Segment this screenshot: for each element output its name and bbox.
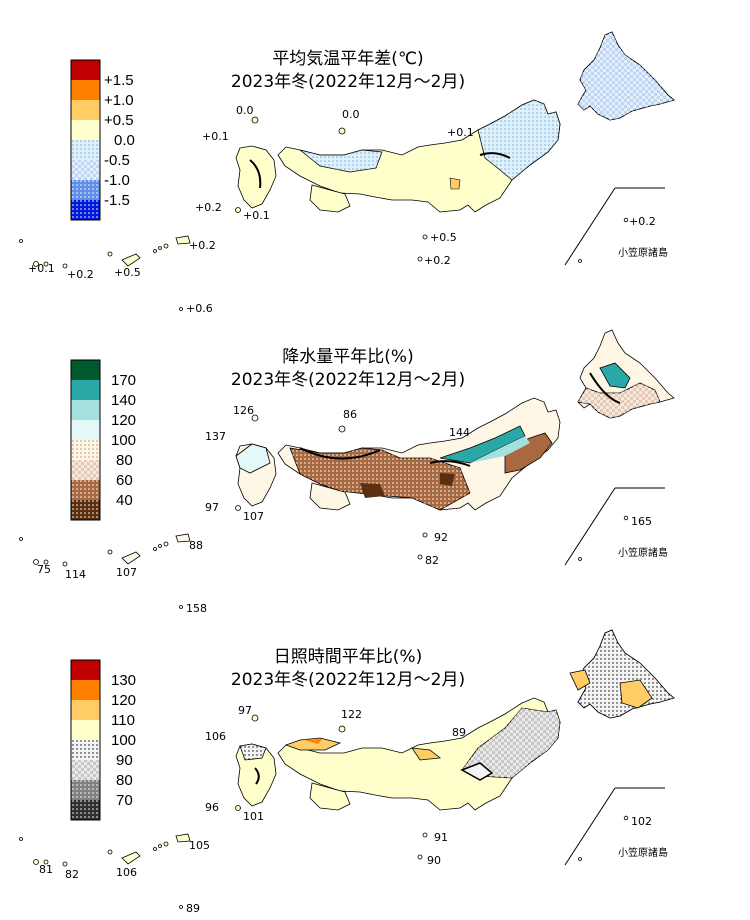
station-value: +0.2	[189, 239, 216, 252]
station-value: 82	[425, 554, 439, 567]
legend-label: -1.5	[104, 192, 130, 209]
legend-sunshine: 130 120 110 100 90 80 70	[70, 659, 136, 821]
ogasawara-label: 小笠原諸島	[618, 546, 668, 559]
panel-sunshine: 130 120 110 100 90 80 70 日照時間平年比(%) 2023…	[19, 629, 675, 915]
station-value: 75	[37, 563, 51, 576]
panel-precipitation: 170 140 120 100 80 60 40 降水量平年比(%) 2023年…	[19, 329, 675, 615]
station-value: 106	[116, 866, 137, 879]
legend-label: 130	[111, 672, 136, 689]
station-value: 144	[449, 426, 470, 439]
station-value: +0.2	[195, 201, 222, 214]
map-subtitle: 2023年冬(2022年12月～2月)	[231, 670, 465, 690]
station-value: 105	[189, 839, 210, 852]
station-value: 107	[243, 510, 264, 523]
station-value: 97	[238, 704, 252, 717]
station-value: 102	[631, 815, 652, 828]
ogasawara-label: 小笠原諸島	[618, 846, 668, 859]
station-value: 122	[341, 708, 362, 721]
japan-map-temperature	[19, 31, 675, 311]
legend-label: 70	[116, 792, 133, 809]
map-title: 降水量平年比(%)	[282, 347, 413, 367]
station-value: 92	[434, 531, 448, 544]
station-value: 126	[233, 404, 254, 417]
legend-label: 120	[111, 692, 136, 709]
legend-label: 170	[111, 372, 136, 389]
station-value: +0.1	[447, 126, 474, 139]
map-title: 平均気温平年差(℃)	[272, 49, 423, 69]
station-value: 114	[65, 568, 86, 581]
station-value: 158	[186, 602, 207, 615]
station-value: 82	[65, 868, 79, 881]
map-title: 日照時間平年比(%)	[274, 647, 422, 667]
panel-temperature: +1.5 +1.0 +0.5 0.0 -0.5 -1.0 -1.5 平均気温平年…	[19, 31, 675, 315]
station-value: 0.0	[342, 108, 360, 121]
legend-label: 60	[116, 472, 133, 489]
station-value: +0.2	[424, 254, 451, 267]
ogasawara-label: 小笠原諸島	[618, 246, 668, 259]
legend-label: +1.5	[104, 72, 134, 89]
station-value: +0.6	[186, 302, 213, 315]
legend-label: 100	[111, 432, 136, 449]
legend-label: -0.5	[104, 152, 130, 169]
legend-temperature: +1.5 +1.0 +0.5 0.0 -0.5 -1.0 -1.5	[70, 59, 135, 221]
legend-label: 80	[116, 772, 133, 789]
station-values-precipitation: 126 86 137 144 97 107 92 82 75 114 107 8…	[37, 404, 652, 615]
legend-label: -1.0	[104, 172, 130, 189]
station-value: 91	[434, 831, 448, 844]
japan-map-sunshine	[19, 629, 675, 909]
station-value: 89	[186, 902, 200, 915]
station-value: 106	[205, 730, 226, 743]
station-value: +0.1	[243, 209, 270, 222]
map-subtitle: 2023年冬(2022年12月～2月)	[231, 370, 465, 390]
map-subtitle: 2023年冬(2022年12月～2月)	[231, 72, 465, 92]
station-value: 89	[452, 726, 466, 739]
japan-map-precipitation	[19, 329, 675, 609]
legend-label: 0.0	[114, 132, 135, 149]
station-value: +0.1	[202, 130, 229, 143]
station-value: +0.2	[67, 268, 94, 281]
station-value: 137	[205, 430, 226, 443]
station-value: 97	[205, 501, 219, 514]
legend-label: 100	[111, 732, 136, 749]
station-value: 90	[427, 854, 441, 867]
station-value: 0.0	[236, 104, 254, 117]
station-value: 86	[343, 408, 357, 421]
station-value: +0.5	[430, 231, 457, 244]
legend-label: 110	[111, 712, 135, 729]
station-value: 88	[189, 539, 203, 552]
station-values-temperature: 0.0 0.0 +0.1 +0.1 +0.2 +0.1 +0.5 +0.2 +0…	[28, 104, 656, 315]
station-value: +0.5	[114, 266, 141, 279]
legend-label: 40	[116, 492, 133, 509]
station-value: +0.1	[28, 262, 55, 275]
station-value: 107	[116, 566, 137, 579]
legend-label: +0.5	[104, 112, 134, 129]
legend-label: 120	[111, 412, 136, 429]
station-values-sunshine: 97 122 106 89 96 101 91 90 81 82 106 105…	[39, 704, 652, 915]
station-value: 81	[39, 863, 53, 876]
station-value: 96	[205, 801, 219, 814]
legend-label: 80	[116, 452, 133, 469]
station-value: 165	[631, 515, 652, 528]
station-value: 101	[243, 810, 264, 823]
legend-label: 140	[111, 392, 136, 409]
legend-label: 90	[116, 752, 133, 769]
legend-precipitation: 170 140 120 100 80 60 40	[70, 359, 136, 521]
legend-label: +1.0	[104, 92, 134, 109]
station-value: +0.2	[629, 215, 656, 228]
